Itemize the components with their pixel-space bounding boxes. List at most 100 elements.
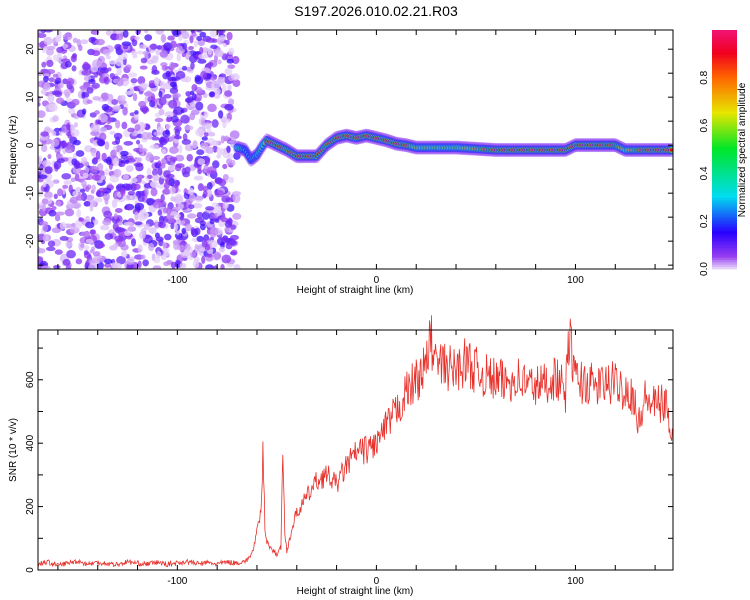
noise-blob (221, 195, 231, 203)
noise-blob (42, 160, 52, 167)
noise-blob (173, 223, 179, 231)
noise-blob (101, 94, 109, 102)
noise-blob (137, 76, 146, 85)
noise-blob (139, 65, 148, 70)
noise-blob (231, 191, 242, 196)
noise-blob (199, 223, 206, 231)
x-tick-label: 100 (567, 275, 584, 286)
noise-blob (80, 231, 90, 237)
noise-blob (64, 60, 72, 68)
noise-blob (116, 256, 126, 265)
noise-blob (70, 128, 80, 137)
noise-blob (102, 49, 111, 56)
noise-blob (46, 246, 56, 252)
noise-blob (200, 118, 206, 126)
noise-blob (120, 150, 129, 157)
colorbar-swatch (712, 173, 737, 177)
noise-blob (44, 191, 53, 199)
colorbar-swatch (712, 190, 737, 194)
noise-blob (230, 73, 240, 81)
y-tick-label: 20 (25, 43, 36, 55)
colorbar-swatch (712, 175, 737, 179)
noise-blob (123, 44, 129, 50)
noise-blob (125, 64, 132, 70)
noise-blob (157, 126, 164, 133)
noise-blob (200, 70, 208, 80)
noise-blob (188, 187, 195, 196)
noise-blob (213, 90, 221, 99)
noise-blob (85, 194, 95, 201)
noise-blob (134, 211, 139, 221)
noise-blob (169, 81, 177, 88)
noise-blob (139, 230, 146, 240)
noise-blob (180, 114, 190, 124)
noise-blob (81, 69, 92, 76)
noise-blob (43, 82, 51, 92)
noise-blob (184, 143, 194, 152)
noise-blob (183, 75, 192, 83)
noise-blob (176, 236, 183, 241)
colorbar-swatch (712, 56, 737, 60)
noise-blob (56, 158, 65, 164)
colorbar-swatch (712, 125, 737, 129)
noise-blob (41, 265, 51, 269)
noise-blob (177, 202, 184, 210)
colorbar-tick-label: 0.6 (699, 118, 710, 132)
noise-blob (209, 91, 216, 97)
noise-blob (201, 255, 206, 264)
noise-blob (43, 30, 53, 33)
noise-blob (40, 131, 49, 137)
noise-blob (220, 216, 227, 223)
bottom-y-label: SNR (10 * v/v) (8, 418, 19, 482)
noise-blob (38, 155, 43, 165)
noise-blob (159, 50, 169, 58)
noise-blob (227, 98, 235, 106)
top-x-label: Height of straight line (km) (297, 285, 414, 296)
noise-blob (47, 94, 55, 103)
noise-blob (104, 233, 114, 240)
noise-blob (137, 190, 146, 197)
colorbar-swatch (712, 58, 737, 62)
noise-blob (217, 51, 224, 57)
noise-blob (82, 92, 90, 98)
noise-blob (52, 179, 60, 184)
colorbar-swatch (712, 65, 737, 69)
noise-blob (143, 91, 154, 97)
colorbar-swatch (712, 221, 737, 225)
x-tick-label: 0 (374, 275, 380, 286)
noise-blob (73, 122, 78, 128)
colorbar-swatch (712, 61, 737, 64)
noise-blob (171, 261, 176, 269)
noise-blob (137, 50, 144, 55)
noise-blob (214, 218, 220, 223)
noise-blob (164, 111, 174, 118)
noise-blob (149, 144, 160, 150)
noise-blob (167, 77, 178, 82)
noise-blob (172, 92, 182, 99)
colorbar-swatch (712, 111, 737, 115)
noise-blob (122, 30, 129, 38)
noise-blob (175, 154, 185, 162)
colorbar-swatch (712, 135, 737, 139)
noise-blob (103, 76, 110, 85)
noise-blob (121, 121, 128, 130)
noise-blob (132, 183, 141, 190)
noise-blob (169, 186, 176, 195)
noise-blob (159, 81, 166, 90)
noise-blob (54, 147, 61, 154)
noise-blob (91, 184, 96, 192)
noise-blob (149, 99, 156, 108)
noise-blob (105, 156, 112, 166)
noise-blob (44, 166, 53, 174)
noise-blob (218, 35, 226, 42)
noise-blob (145, 154, 155, 162)
noise-blob (105, 30, 113, 36)
noise-blob (170, 40, 177, 49)
noise-blob (189, 35, 194, 44)
noise-blob (110, 149, 117, 158)
noise-blob (192, 141, 198, 149)
colorbar-swatch (712, 75, 737, 79)
noise-blob (52, 73, 59, 78)
noise-blob (93, 156, 98, 163)
